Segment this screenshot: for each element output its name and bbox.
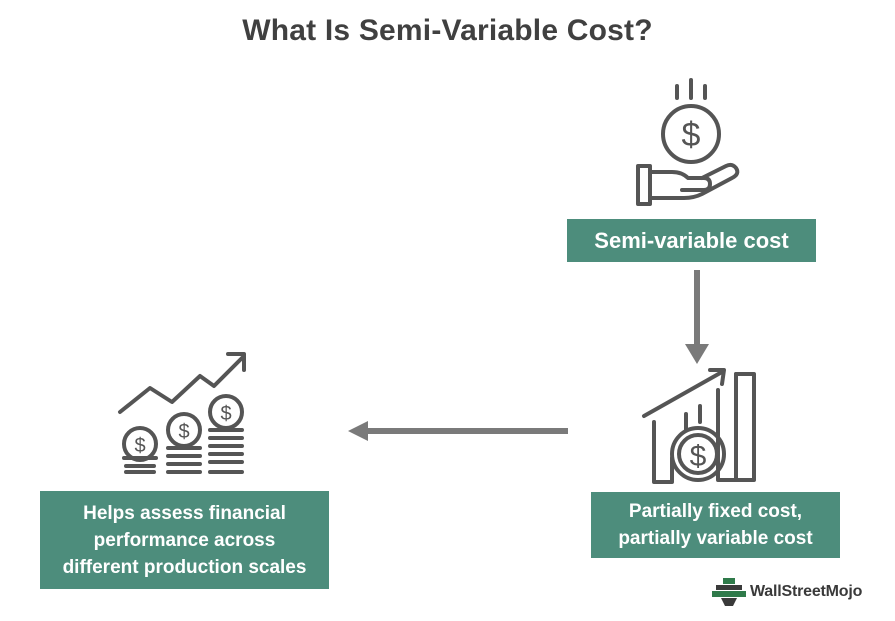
svg-text:$: $ [220,403,231,425]
partial-line-1: Partially fixed cost, [628,501,803,522]
svg-text:$: $ [682,116,701,154]
partial-line-2: partially variable cost [618,528,813,549]
semi-variable-cost-box: Semi-variable cost [567,219,816,262]
svg-text:$: $ [178,421,189,443]
helps-line-1: Helps assess financial [83,502,286,524]
svg-text:$: $ [134,435,145,457]
helps-line-3: different production scales [62,556,307,578]
down-arrow [685,270,709,364]
page-title: What Is Semi-Variable Cost? [242,14,653,47]
partially-fixed-box: Partially fixed cost, partially variable… [591,492,840,558]
brand-name: WallStreetMojo [750,583,863,600]
helps-assess-box: Helps assess financial performance acros… [40,491,329,589]
helps-line-2: performance across [93,529,276,551]
bar-chart-coin-icon: $ [642,368,756,484]
logo-mark-icon [712,578,746,606]
brand-logo: WallStreetMojo [712,577,862,607]
svg-text:$: $ [690,440,707,473]
growth-coins-icon: $ $ $ [118,352,246,474]
left-arrow [348,421,568,441]
hand-coin-icon: $ [636,78,740,206]
